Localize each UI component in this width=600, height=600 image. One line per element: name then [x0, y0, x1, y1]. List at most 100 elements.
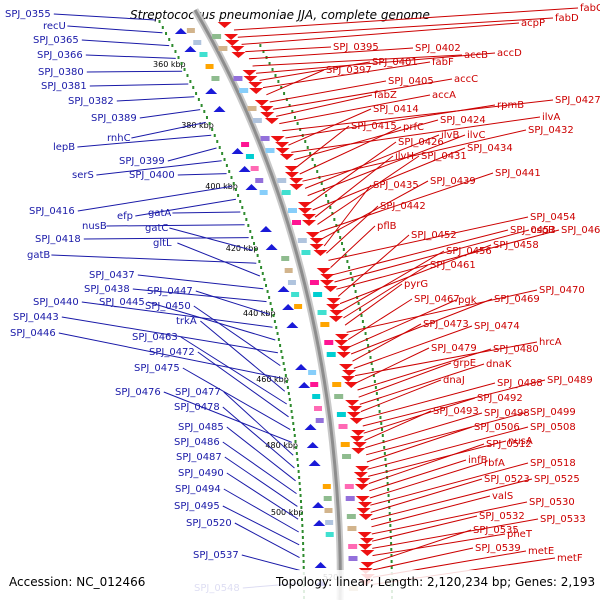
gene-feature-block [259, 190, 268, 195]
accession-text: Accession: NC_012466 [9, 575, 145, 589]
gc-track-dot [158, 20, 161, 23]
right-gene-label: SPJ_0414 [373, 104, 419, 115]
gene-feature-block [324, 508, 333, 513]
forward-gene-glyph [355, 466, 370, 472]
right-gene-label: SPJ_0405 [388, 76, 434, 87]
gc-track-dot [177, 56, 180, 59]
right-label-connector [350, 298, 493, 355]
right-gene-label: ilvA [542, 112, 560, 123]
gc-track-dot [377, 404, 380, 407]
right-label-connector [241, 22, 520, 45]
gc-track-dot [281, 356, 284, 359]
forward-gene-glyph [289, 178, 304, 184]
left-label-connector [83, 237, 249, 240]
tick-label: 440 kbp [243, 309, 276, 318]
right-gene-label: SPJ_0442 [380, 201, 426, 212]
forward-gene-glyph [346, 412, 361, 418]
forward-gene-glyph [259, 106, 274, 112]
right-gene-label: SPJ_0452 [411, 230, 457, 241]
forward-gene-glyph [320, 274, 335, 280]
right-label-connector [371, 515, 478, 542]
gc-track-dot [341, 242, 344, 245]
gc-track-dot [320, 182, 323, 185]
gc-track-dot [192, 86, 195, 89]
gc-track-dot [382, 440, 385, 443]
left-label-connector [177, 242, 261, 277]
left-label-connector [223, 488, 299, 533]
right-label-connector [269, 80, 387, 103]
right-gene-label: SPJ_0530 [529, 497, 575, 508]
gc-track-dot [286, 386, 289, 389]
forward-gene-glyph [279, 154, 294, 160]
gene-feature-block [193, 40, 202, 45]
gc-track-dot [301, 524, 304, 527]
gene-feature-block [255, 178, 264, 183]
right-label-connector [252, 54, 463, 67]
left-gene-label: gatA [148, 208, 171, 219]
gene-feature-block [294, 304, 303, 309]
forward-gene-glyph [243, 76, 258, 82]
left-label-connector [51, 254, 257, 264]
right-gene-label: fabD [555, 13, 579, 24]
tick-label: 360 kbp [153, 60, 186, 69]
left-gene-label: SPJ_0477 [175, 387, 221, 398]
gc-track-dot [299, 128, 302, 131]
gc-track-dot [316, 170, 319, 173]
right-label-connector [319, 172, 494, 233]
forward-gene-glyph [242, 70, 257, 76]
gc-track-dot [171, 44, 174, 47]
gc-track-dot [364, 332, 367, 335]
reverse-gene-glyph [306, 442, 319, 448]
gc-track-dot [265, 284, 268, 287]
right-label-connector [330, 225, 376, 268]
gc-track-dot [357, 302, 360, 305]
gene-feature-block [239, 88, 249, 93]
left-label-connector [200, 320, 286, 392]
right-label-connector [355, 341, 538, 377]
left-label-connector [96, 160, 222, 176]
right-label-connector [371, 495, 491, 528]
gene-feature-block [325, 532, 334, 537]
right-gene-label: metE [528, 546, 554, 557]
gene-feature-block [281, 256, 290, 261]
right-gene-label: SPJ_0512 [486, 439, 532, 450]
right-label-connector [336, 229, 560, 290]
right-gene-label: metF [557, 553, 583, 564]
right-gene-label: hrcA [539, 337, 562, 348]
left-label-connector [241, 554, 300, 571]
right-gene-label: SPJ_0395 [333, 42, 379, 53]
right-label-connector [347, 298, 413, 341]
gc-track-dot [180, 62, 183, 65]
gc-track-dot [168, 38, 171, 41]
gc-track-dot [390, 560, 393, 563]
forward-gene-glyph [355, 496, 370, 502]
reverse-gene-glyph [282, 304, 295, 310]
left-label-connector [116, 96, 195, 102]
forward-gene-glyph [254, 100, 269, 106]
forward-gene-glyph [335, 334, 350, 340]
gene-feature-block [312, 394, 321, 399]
forward-gene-glyph [358, 514, 373, 520]
forward-gene-glyph [225, 40, 240, 46]
right-gene-label: SPJ_0456 [446, 246, 492, 257]
gc-track-dot [385, 464, 388, 467]
forward-gene-glyph [264, 118, 279, 124]
gc-track-dot [390, 566, 393, 569]
right-gene-label: cspR [531, 225, 555, 236]
gc-track-dot [256, 254, 259, 257]
left-gene-label: SPJ_0490 [178, 468, 224, 479]
right-label-connector [299, 126, 402, 175]
right-gene-label: SPJ_0397 [326, 65, 372, 76]
left-gene-label: SPJ_0476 [115, 387, 161, 398]
gc-track-dot [378, 410, 381, 413]
gc-track-dot [263, 278, 266, 281]
right-gene-label: SPJ_0539 [475, 543, 521, 554]
right-label-connector [233, 7, 579, 31]
gc-track-dot [369, 356, 372, 359]
right-gene-label: dnaJ [443, 375, 465, 386]
left-gene-label: recU [43, 21, 66, 32]
gc-track-dot [268, 296, 271, 299]
forward-gene-glyph [339, 364, 354, 370]
gene-feature-block [260, 136, 270, 141]
